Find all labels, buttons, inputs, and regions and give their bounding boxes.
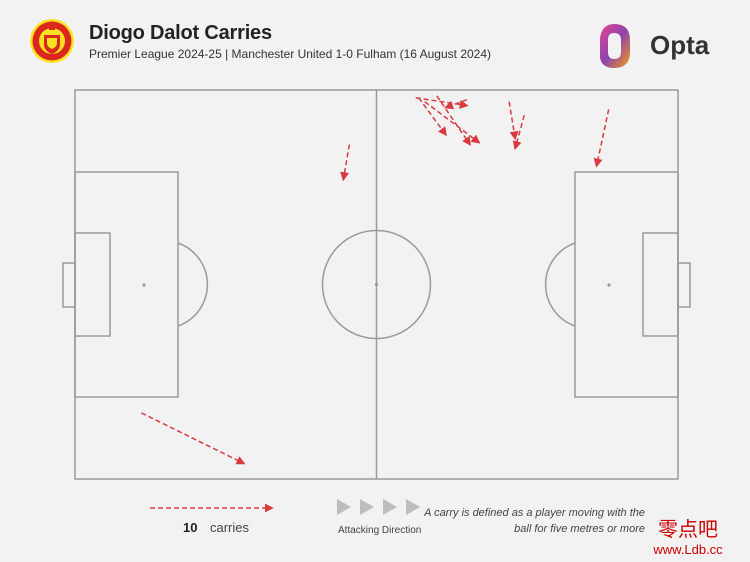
page-subtitle: Premier League 2024-25 | Manchester Unit… <box>89 47 492 61</box>
right-penalty-spot <box>607 283 611 287</box>
direction-arrow-icon <box>406 499 420 515</box>
left-six-yard-box <box>74 232 111 337</box>
right-six-yard-box <box>642 232 679 337</box>
carry-arrow <box>415 97 469 109</box>
carry-arrow <box>508 101 519 141</box>
carries-layer <box>140 95 610 465</box>
opta-logo-icon <box>600 24 630 68</box>
right-penalty-box <box>574 171 679 398</box>
left-goal <box>62 262 76 308</box>
watermark-cn: 零点吧 <box>658 517 718 541</box>
watermark-url: www.Ldb.cc <box>653 542 723 557</box>
watermark: 零点吧 www.Ldb.cc <box>632 513 744 557</box>
attacking-direction-arrows <box>337 499 420 515</box>
opta-brand-text: Opta <box>650 30 710 60</box>
carry-arrow <box>436 95 471 146</box>
carry-arrow <box>340 144 351 182</box>
carry-arrow <box>593 109 610 168</box>
right-penalty-arc <box>544 242 576 327</box>
centre-spot <box>374 282 379 287</box>
carry-count: 10 <box>183 520 198 535</box>
left-penalty-box <box>74 171 179 398</box>
carry-count-label: carries <box>210 520 250 535</box>
carry-arrow <box>512 115 525 151</box>
manchester-united-crest-icon <box>30 19 74 63</box>
carry-definition-note: A carry is defined as a player moving wi… <box>424 507 645 535</box>
carry-arrow <box>140 412 246 465</box>
left-penalty-spot <box>142 283 146 287</box>
carry-arrow <box>444 99 468 110</box>
centre-circle <box>321 229 432 340</box>
direction-arrow-icon <box>383 499 397 515</box>
direction-arrow-icon <box>337 499 351 515</box>
right-goal <box>677 262 691 308</box>
page-title: Diogo Dalot Carries <box>89 22 272 44</box>
attacking-direction-label: Attacking Direction <box>338 525 422 536</box>
carry-arrow <box>424 101 481 144</box>
header: Diogo Dalot Carries Premier League 2024-… <box>0 0 750 80</box>
left-penalty-arc <box>177 242 209 327</box>
direction-arrow-icon <box>360 499 374 515</box>
